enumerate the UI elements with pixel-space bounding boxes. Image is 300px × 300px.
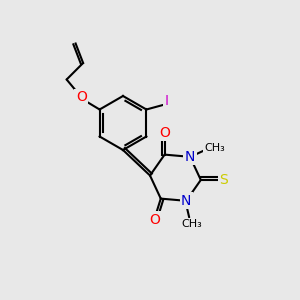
Text: O: O [159,126,170,140]
Text: CH₃: CH₃ [205,142,225,152]
Text: CH₃: CH₃ [182,219,202,229]
Text: N: N [181,194,191,208]
Text: I: I [164,94,169,108]
Text: O: O [76,90,87,104]
Text: N: N [185,150,195,164]
Text: S: S [220,173,228,187]
Text: O: O [149,213,160,226]
